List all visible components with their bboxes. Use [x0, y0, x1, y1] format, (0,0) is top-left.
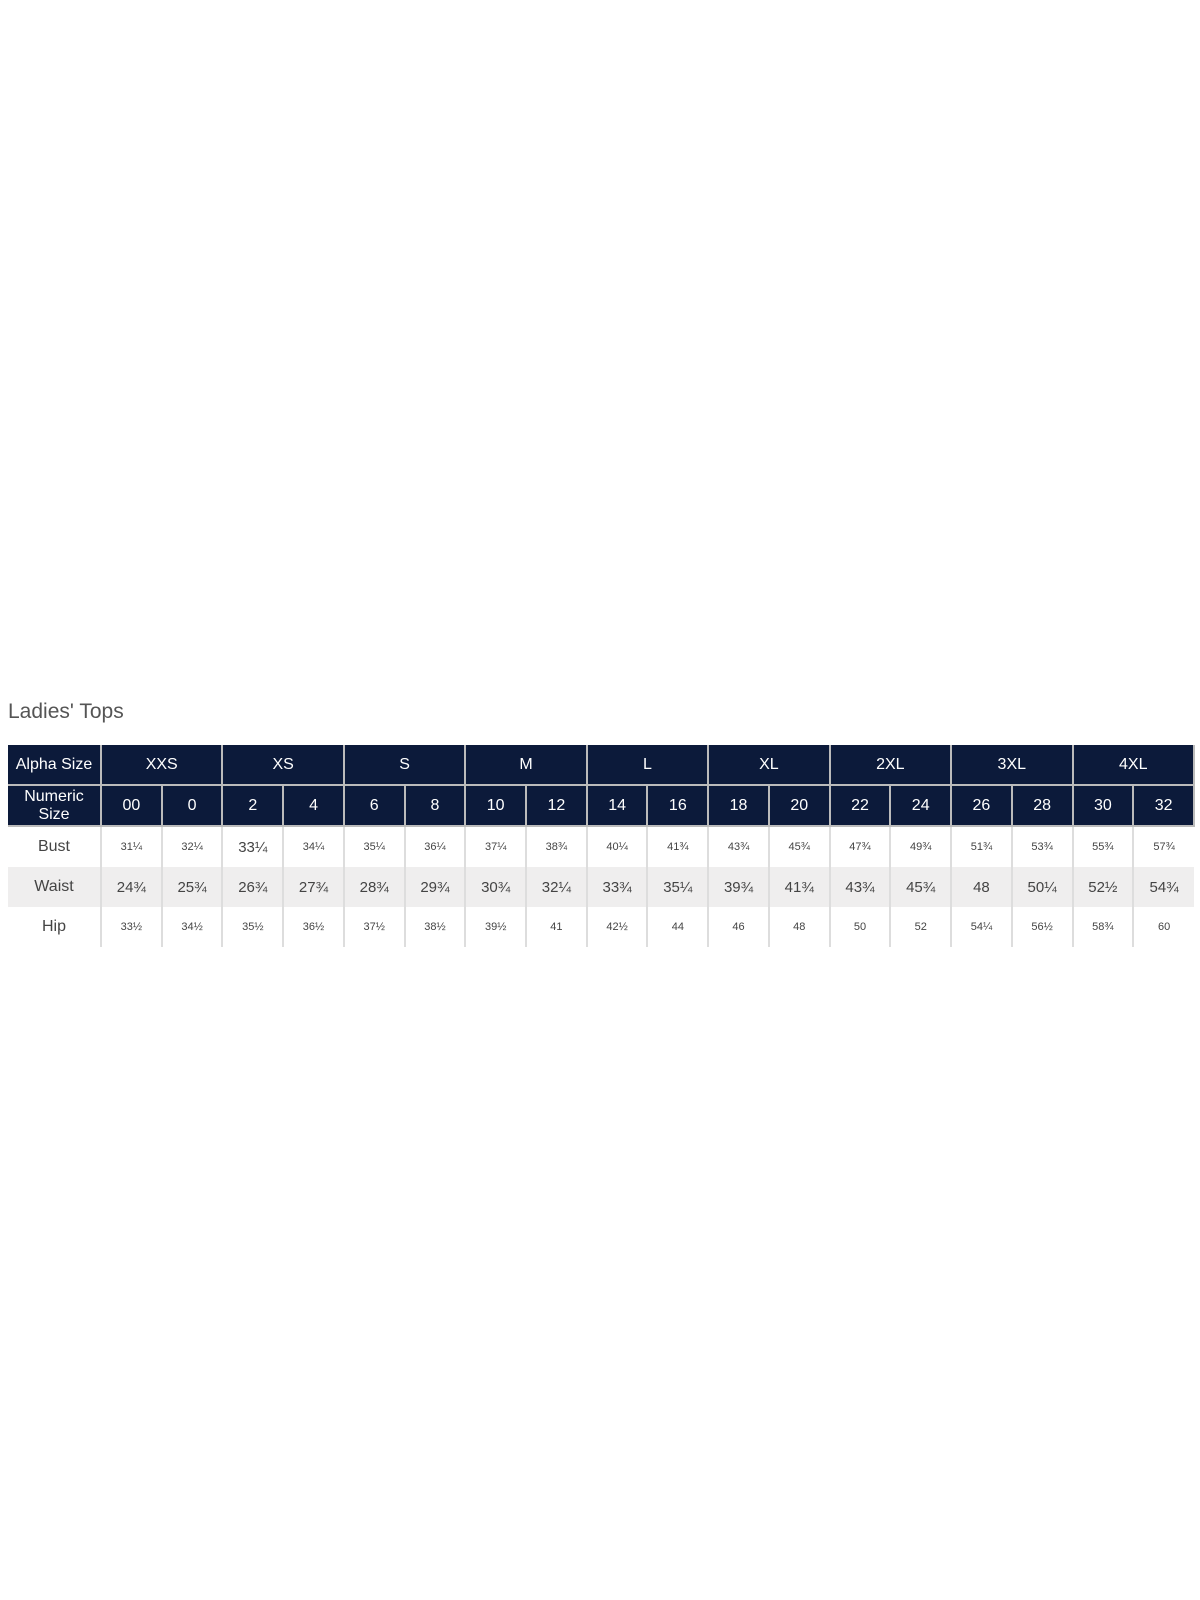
numeric-size-header: 10	[464, 785, 528, 827]
table-cell: 55¾	[1071, 826, 1134, 867]
table-cell: 38¾	[525, 826, 587, 867]
table-cell: 52	[889, 907, 952, 947]
table-cell: 32¼	[525, 867, 587, 907]
numeric-size-header: 32	[1132, 785, 1195, 827]
table-cell: 29¾	[403, 867, 466, 907]
table-cell: 33¼	[221, 826, 284, 867]
table-cell: 35½	[221, 907, 284, 947]
alpha-size-header: 4XL	[1071, 745, 1195, 786]
alpha-size-header: XS	[221, 745, 345, 786]
numeric-size-header: 8	[403, 785, 467, 827]
table-cell: 51¾	[950, 826, 1012, 867]
table-cell: 56½	[1010, 907, 1073, 947]
numeric-size-header: 30	[1071, 785, 1135, 827]
alpha-size-header: S	[342, 745, 467, 786]
numeric-size-header: 12	[525, 785, 588, 827]
table-cell: 25¾	[160, 867, 223, 907]
table-cell: 36½	[282, 907, 344, 947]
measurement-row-hip: Hip 33½ 34½ 35½ 36½ 37½ 38½ 39½ 41 42½ 44 46 48 50 52 5…	[8, 907, 1194, 947]
table-cell: 44	[646, 907, 709, 947]
numeric-size-header: 4	[282, 785, 345, 827]
table-cell: 34¼	[282, 826, 344, 867]
alpha-size-header: XXS	[99, 745, 224, 786]
numeric-size-row: Numeric Size 00 0 2 4 6 8 10 12 14 16 18 20 22 24 26 28…	[8, 785, 1195, 827]
alpha-size-label: Alpha Size	[8, 745, 102, 786]
alpha-size-header: M	[464, 745, 588, 786]
table-cell: 37½	[342, 907, 405, 947]
alpha-size-row: Alpha Size XXS XS S M L XL 2XL 3XL 4XL	[8, 745, 1195, 786]
table-cell: 53¾	[1010, 826, 1073, 867]
numeric-size-header: 00	[100, 785, 163, 827]
numeric-size-header: 22	[828, 785, 892, 827]
numeric-size-header: 2	[221, 785, 285, 827]
numeric-size-header: 14	[585, 785, 649, 827]
numeric-size-header: 6	[342, 785, 406, 827]
table-cell: 34½	[160, 907, 223, 947]
size-chart-table: Alpha Size XXS XS S M L XL 2XL 3XL 4XL Numeric S…	[8, 745, 1195, 947]
table-cell: 41¾	[646, 826, 709, 867]
table-cell: 36¼	[403, 826, 466, 867]
numeric-size-label: Numeric Size	[8, 785, 102, 827]
table-cell: 37¼	[464, 826, 527, 867]
table-cell: 35¼	[646, 867, 709, 907]
table-cell: 33¾	[585, 867, 648, 907]
table-cell: 48	[767, 907, 830, 947]
table-cell: 54¼	[950, 907, 1012, 947]
table-cell: 48	[950, 867, 1012, 907]
table-cell: 45¾	[889, 867, 952, 907]
table-cell: 47¾	[828, 826, 891, 867]
table-cell: 31¼	[100, 826, 162, 867]
table-cell: 33½	[100, 907, 162, 947]
table-cell: 32¼	[160, 826, 223, 867]
alpha-size-header: XL	[707, 745, 831, 786]
numeric-size-header: 26	[950, 785, 1013, 827]
table-cell: 30¾	[464, 867, 527, 907]
table-cell: 50	[828, 907, 891, 947]
table-cell: 41	[525, 907, 587, 947]
numeric-size-header: 24	[889, 785, 953, 827]
row-label: Bust	[37, 838, 70, 855]
table-cell: 54¾	[1132, 867, 1194, 907]
table-cell: 43¾	[707, 826, 769, 867]
table-cell: 40¼	[585, 826, 648, 867]
table-cell: 35¼	[342, 826, 405, 867]
numeric-size-header: 28	[1010, 785, 1074, 827]
measurement-row-bust: Bust 31¼ 32¼ 33¼ 34¼ 35¼ 36¼ 37¼ 38¾ 40¼ 41¾ 43¾ 45¾…	[8, 826, 1194, 867]
numeric-size-header: 0	[160, 785, 224, 827]
alpha-size-header: 3XL	[950, 745, 1074, 786]
table-cell: 28¾	[342, 867, 405, 907]
table-cell: 41¾	[767, 867, 830, 907]
table-cell: 60	[1132, 907, 1194, 947]
table-cell: 50¼	[1010, 867, 1073, 907]
table-cell: 46	[707, 907, 769, 947]
table-cell: 38½	[403, 907, 466, 947]
table-cell: 49¾	[889, 826, 952, 867]
table-cell: 39¾	[707, 867, 769, 907]
alpha-size-header: L	[585, 745, 710, 786]
page-title: Ladies' Tops	[8, 700, 124, 723]
numeric-size-header: 16	[646, 785, 710, 827]
table-cell: 27¾	[282, 867, 344, 907]
row-label: Hip	[41, 918, 66, 935]
table-cell: 58¾	[1071, 907, 1134, 947]
table-cell: 57¾	[1132, 826, 1194, 867]
numeric-size-header: 18	[707, 785, 770, 827]
table-cell: 42½	[585, 907, 648, 947]
table-cell: 45¾	[767, 826, 830, 867]
alpha-size-header: 2XL	[828, 745, 953, 786]
table-cell: 39½	[464, 907, 527, 947]
row-label: Waist	[8, 867, 101, 907]
table-cell: 43¾	[828, 867, 891, 907]
table-cell: 24¾	[100, 867, 162, 907]
numeric-size-header: 20	[767, 785, 831, 827]
table-cell: 52½	[1071, 867, 1134, 907]
table-cell: 26¾	[221, 867, 284, 907]
measurement-row-waist: Waist 24¾ 25¾ 26¾ 27¾ 28¾ 29¾ 30¾ 32¼ 33¾ 35¼ 39¾ 41…	[8, 867, 1194, 907]
